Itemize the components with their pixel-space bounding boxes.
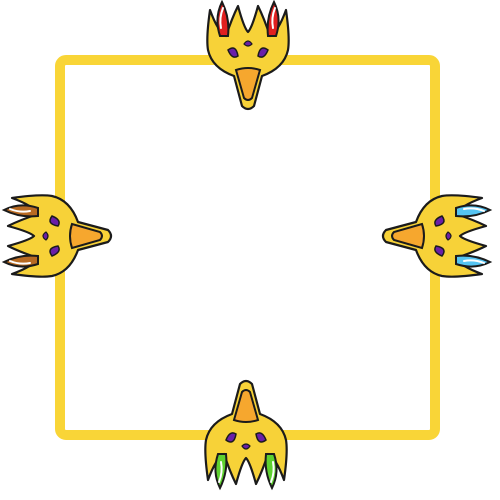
piece-top-crown-mask-icon[interactable] [206, 0, 290, 111]
piece-left-crown-mask-icon[interactable] [1, 194, 113, 278]
piece-right-crown-mask-icon[interactable] [381, 194, 493, 278]
piece-bottom-crown-mask-icon[interactable] [204, 379, 288, 491]
board-frame [55, 55, 440, 440]
